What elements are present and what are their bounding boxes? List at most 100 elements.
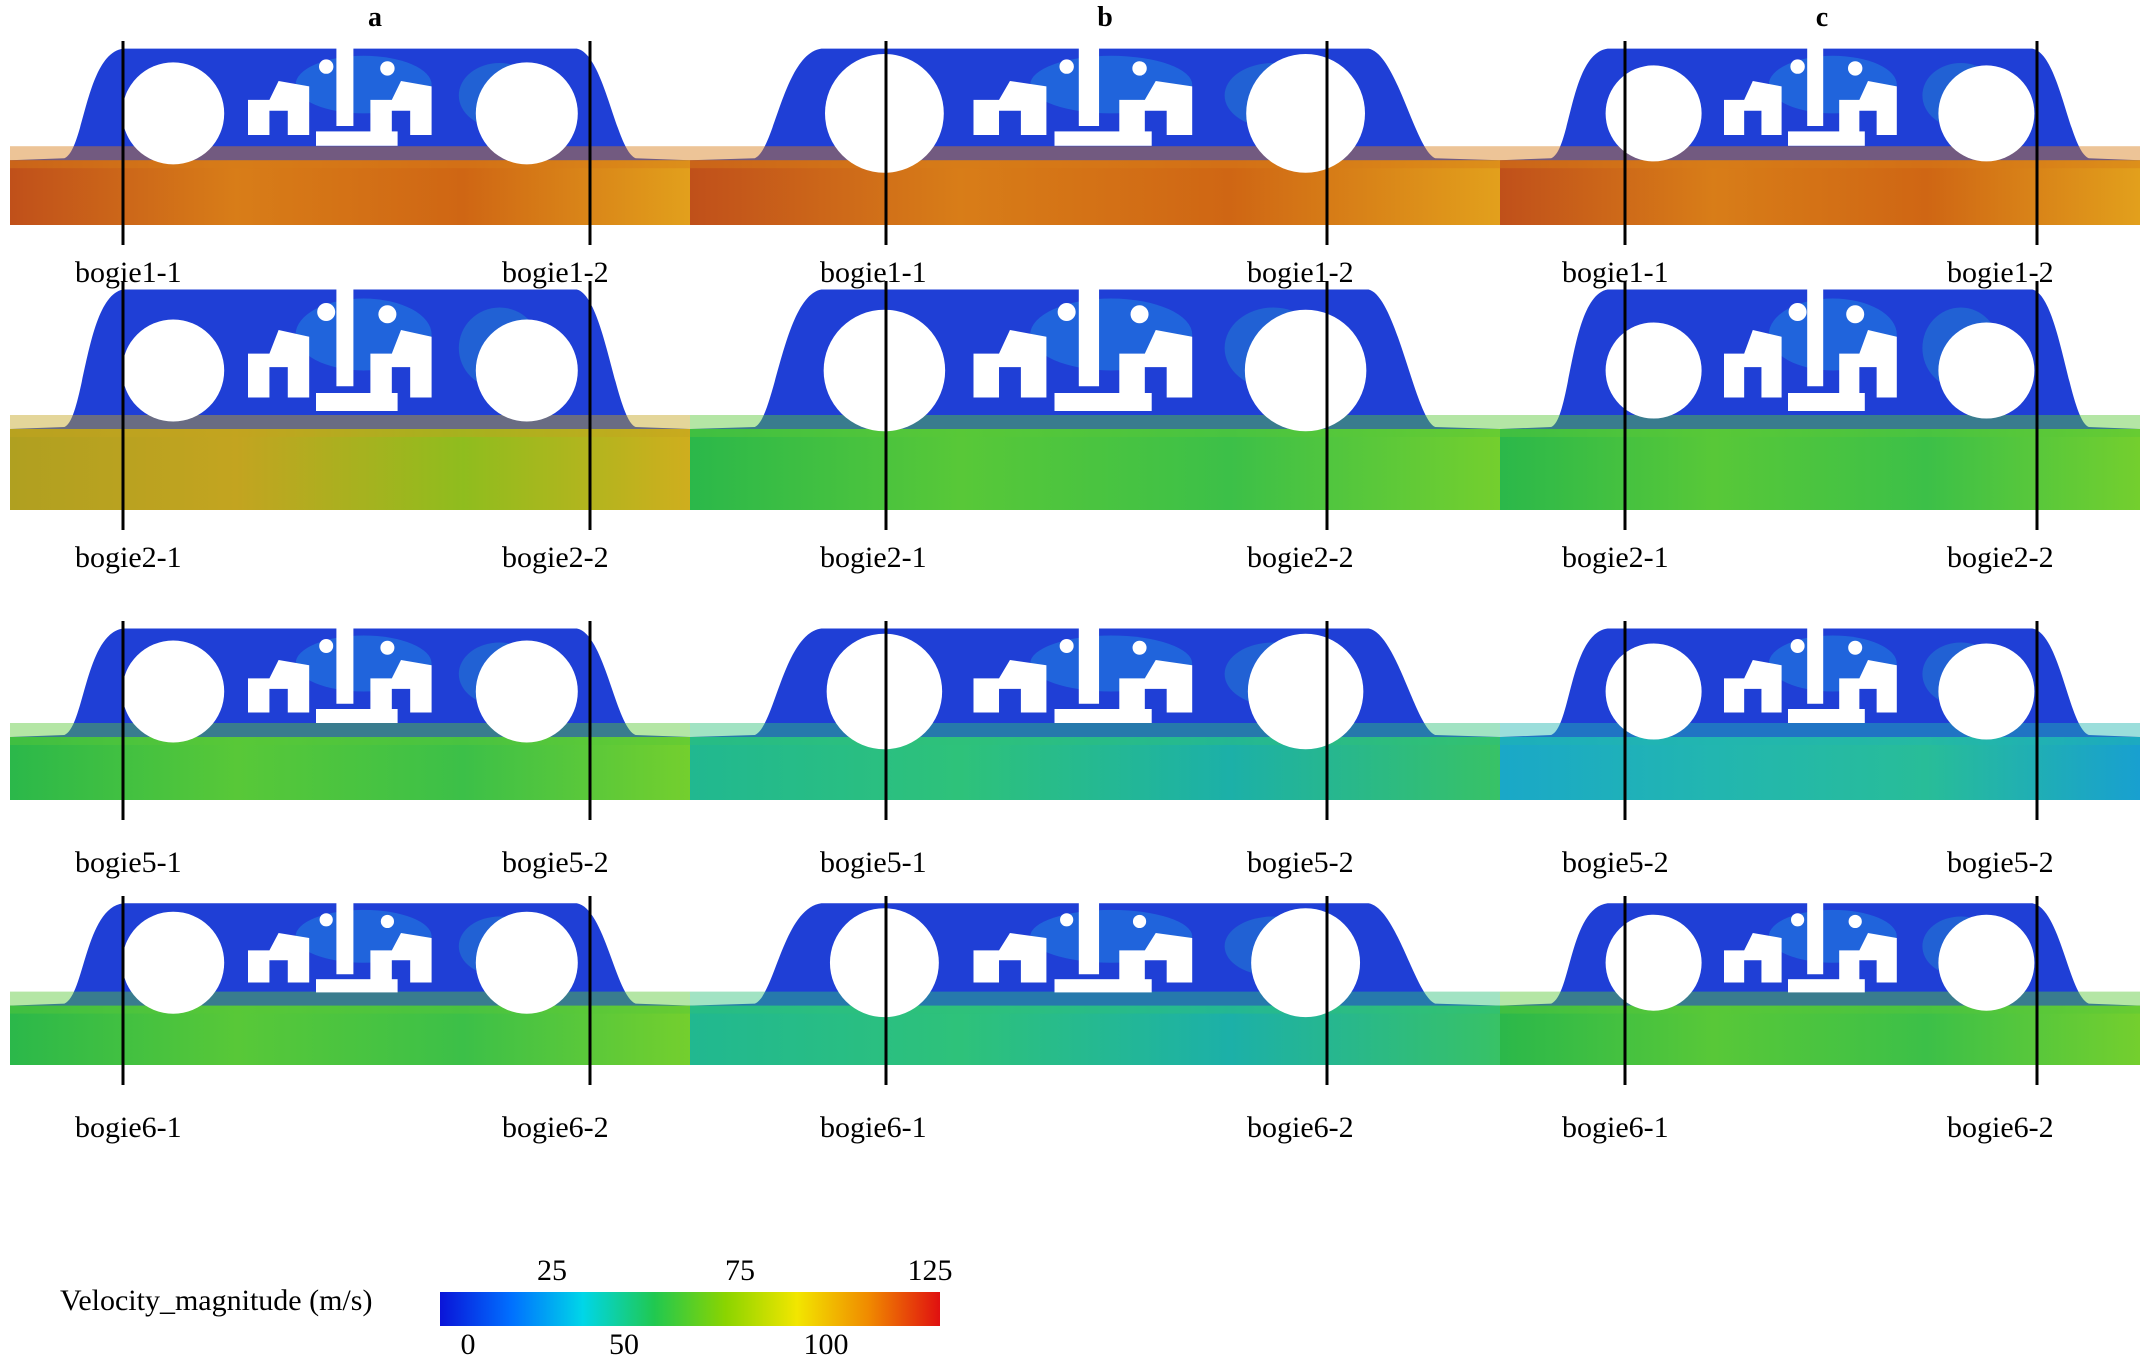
bogie-cavity-contour	[10, 621, 690, 820]
bogie-label: bogie2-2	[1947, 541, 2054, 574]
column-title-a: a	[368, 2, 382, 33]
wheel-hole	[1605, 914, 1702, 1011]
flow-band	[1500, 429, 2140, 510]
contour-panel-c-row3	[1500, 621, 2140, 820]
bogie-label: bogie1-1	[75, 256, 182, 289]
bogie-cavity-contour	[10, 896, 690, 1085]
bogie-label: bogie2-1	[1562, 541, 1669, 574]
wheel-hole	[1938, 322, 2035, 419]
flow-band	[690, 160, 1500, 225]
bogie-label: bogie2-1	[75, 541, 182, 574]
contour-panel-c-row1	[1500, 41, 2140, 245]
bogie-frame	[973, 330, 1047, 398]
legend-tick-0: 0	[460, 1328, 476, 1361]
bogie-label: bogie1-2	[1247, 256, 1354, 289]
wheel-hole	[1938, 914, 2035, 1011]
bogie-label: bogie1-1	[820, 256, 927, 289]
flow-band	[690, 737, 1500, 800]
wheel-hole	[122, 62, 225, 165]
contour-panel-b-row3	[690, 621, 1500, 820]
contour-panel-a-row2	[10, 281, 690, 530]
bogie-label: bogie1-1	[1562, 256, 1669, 289]
contour-panel-b-row2	[690, 281, 1500, 530]
bogie-label: bogie2-2	[1247, 541, 1354, 574]
bogie-frame	[248, 330, 310, 398]
wheel-hole	[826, 633, 943, 750]
wheel-hole	[1938, 643, 2035, 740]
legend-title: Velocity_magnitude (m/s)	[60, 1284, 373, 1317]
wheel-hole	[475, 319, 578, 422]
contour-panel-a-row1	[10, 41, 690, 245]
wheel-hole	[1247, 633, 1364, 750]
wheel-hole	[475, 62, 578, 165]
wheel-hole	[1938, 65, 2035, 162]
bogie-label: bogie5-1	[820, 846, 927, 879]
contour-panel-b-row4	[690, 896, 1500, 1085]
bogie-label: bogie5-1	[75, 846, 182, 879]
colorbar	[440, 1292, 940, 1326]
flow-band	[10, 1005, 690, 1065]
column-title-b: b	[1097, 2, 1113, 33]
wheel-hole	[122, 319, 225, 422]
contour-panel-a-row3	[10, 621, 690, 820]
flow-band	[1500, 737, 2140, 800]
flow-band	[1500, 160, 2140, 225]
bogie-cavity-contour	[10, 281, 690, 530]
bogie-label: bogie6-2	[1247, 1111, 1354, 1144]
column-title-c: c	[1815, 2, 1829, 33]
wheel-hole	[1605, 65, 1702, 162]
contour-panel-a-row4	[10, 896, 690, 1085]
bogie-cavity-contour	[1500, 41, 2140, 245]
bogie-label: bogie6-1	[1562, 1111, 1669, 1144]
wheel-hole	[1605, 322, 1702, 419]
bogie-frame	[1724, 660, 1782, 713]
wheel-hole	[1605, 643, 1702, 740]
legend-tick-50: 50	[609, 1328, 639, 1361]
bogie-frame	[1724, 330, 1782, 398]
bogie-label: bogie5-2	[1947, 846, 2054, 879]
wheel-hole	[122, 911, 225, 1014]
flow-band	[1500, 1005, 2140, 1065]
bogie-frame	[1839, 933, 1897, 983]
legend-tick-100: 100	[803, 1328, 849, 1361]
bogie-cavity-contour	[690, 41, 1500, 245]
contour-panel-c-row2	[1500, 281, 2140, 530]
bogie-frame	[1724, 81, 1782, 135]
bogie-label: bogie6-2	[1947, 1111, 2054, 1144]
wheel-hole	[829, 908, 939, 1018]
legend-tick-125: 125	[907, 1254, 953, 1287]
bogie-frame	[370, 660, 432, 713]
flow-band	[690, 1005, 1500, 1065]
bogie-frame	[1119, 933, 1193, 983]
bogie-label: bogie6-1	[820, 1111, 927, 1144]
bogie-label: bogie5-2	[1562, 846, 1669, 879]
bogie-frame	[1839, 81, 1897, 135]
flow-band	[10, 737, 690, 800]
bogie-frame	[973, 933, 1047, 983]
bogie-frame	[973, 660, 1047, 713]
bogie-frame	[370, 81, 432, 135]
flow-band	[10, 429, 690, 510]
bogie-frame	[248, 81, 310, 135]
flow-band	[10, 160, 690, 225]
wheel-hole	[122, 640, 225, 743]
bogie-frame	[370, 933, 432, 983]
bogie-cavity-contour	[690, 621, 1500, 820]
bogie-label: bogie2-1	[820, 541, 927, 574]
contour-panel-c-row4	[1500, 896, 2140, 1085]
bogie-label: bogie2-2	[502, 541, 609, 574]
bogie-frame	[370, 330, 432, 398]
wheel-hole	[475, 911, 578, 1014]
bogie-label: bogie5-2	[502, 846, 609, 879]
flow-band	[690, 429, 1500, 510]
bogie-cavity-contour	[10, 41, 690, 245]
bogie-frame	[1839, 330, 1897, 398]
bogie-cavity-contour	[1500, 281, 2140, 530]
bogie-frame	[1119, 660, 1193, 713]
legend-tick-75: 75	[725, 1254, 755, 1287]
bogie-cavity-contour	[1500, 621, 2140, 820]
wheel-hole	[1251, 908, 1361, 1018]
bogie-cavity-contour	[690, 896, 1500, 1085]
bogie-frame	[1839, 660, 1897, 713]
